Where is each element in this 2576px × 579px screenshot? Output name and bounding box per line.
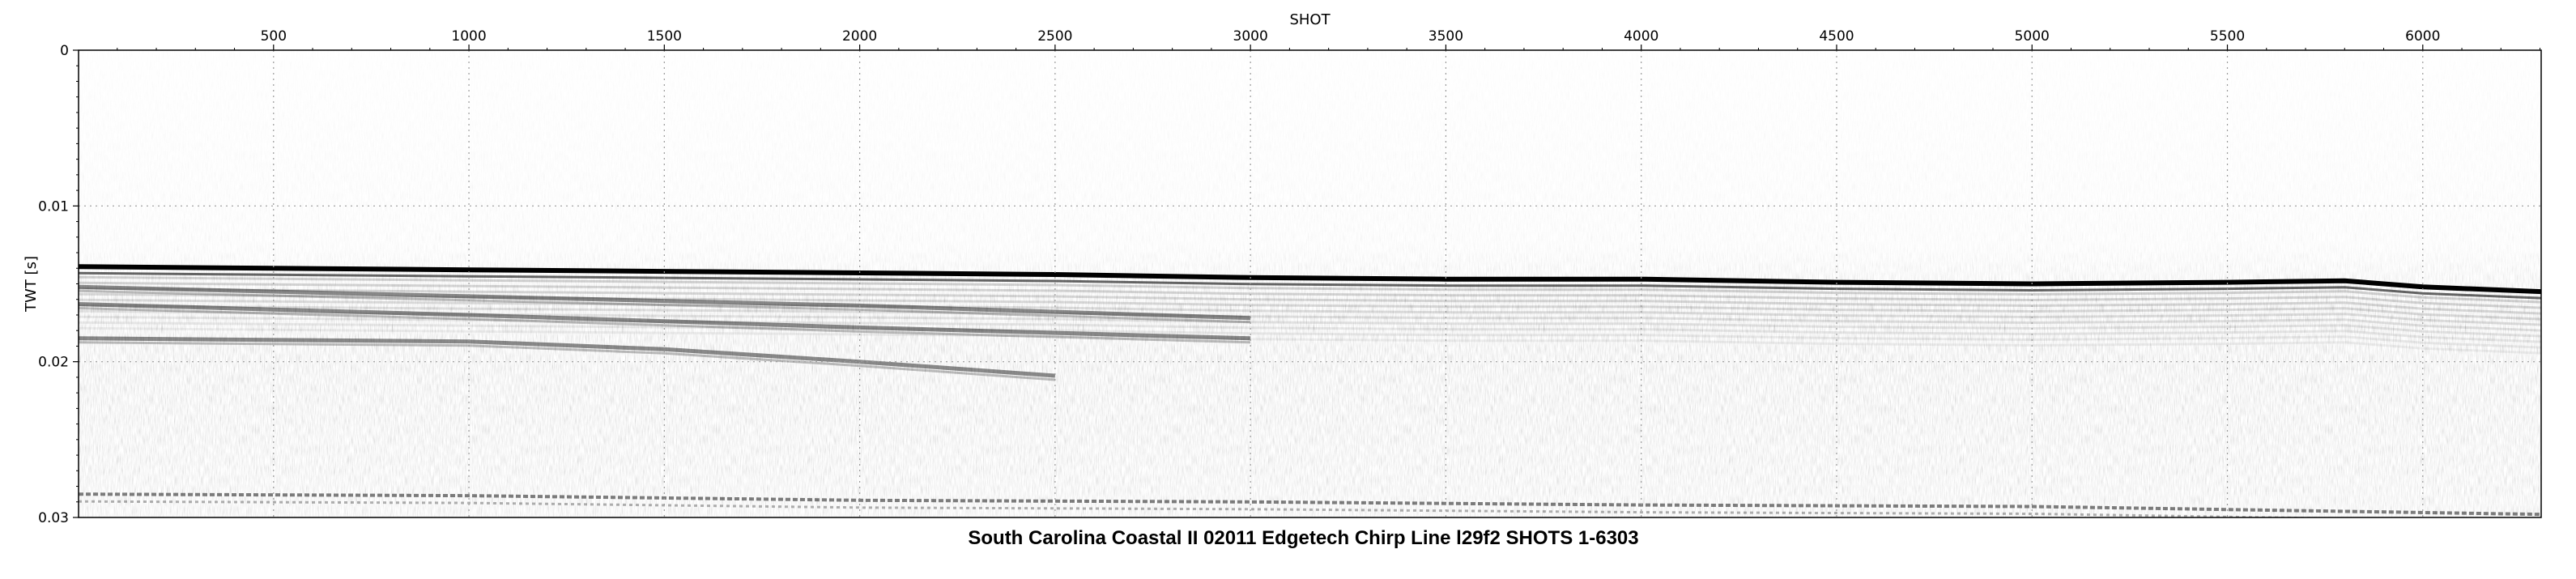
x-tick-label: 500 (261, 28, 287, 45)
seafloor-reflector (79, 264, 2541, 295)
x-tick-label: 6000 (2405, 28, 2440, 45)
seafloor-reflector-echo (79, 271, 2541, 300)
x-tick-label: 2000 (842, 28, 877, 45)
x-tick-label: 5500 (2210, 28, 2245, 45)
x-tick-label: 3500 (1429, 28, 1463, 45)
dipping-reflector-echo (79, 341, 1056, 381)
dipping-reflector-echo (79, 289, 1251, 324)
x-tick-label: 3000 (1233, 28, 1268, 45)
y-tick-label: 0.02 (38, 355, 69, 371)
seafloor-multiple (79, 492, 2541, 517)
x-tick-label: 5000 (2015, 28, 2050, 45)
y-axis-ticks: 0 0.01 0.02 0.03 (38, 43, 79, 526)
x-tick-label: 4000 (1624, 28, 1658, 45)
x-tick-label: 2500 (1037, 28, 1072, 45)
x-axis-ticks: 500 1000 1500 2000 2500 3000 3500 4000 4500 5000 5… (117, 28, 2541, 50)
y-tick-label: 0 (60, 43, 69, 59)
y-axis-label: TWT [s] (23, 256, 40, 313)
x-tick-label: 4500 (1819, 28, 1854, 45)
y-tick-label: 0.03 (38, 510, 69, 526)
chart-title: South Carolina Coastal II 02011 Edgetech… (968, 527, 1638, 549)
dipping-reflector-echo (79, 307, 1251, 344)
grid-lines (79, 50, 2541, 517)
x-tick-label: 1500 (647, 28, 682, 45)
dipping-reflector (79, 302, 1251, 341)
x-tick-label: 1000 (451, 28, 486, 45)
y-tick-label: 0.01 (38, 198, 69, 215)
plot-area (79, 50, 2541, 517)
x-axis-label: SHOT (1289, 11, 1331, 28)
plot-frame (78, 49, 2542, 518)
seafloor-multiple-echo (79, 500, 2348, 517)
dipping-reflector (79, 336, 1056, 378)
